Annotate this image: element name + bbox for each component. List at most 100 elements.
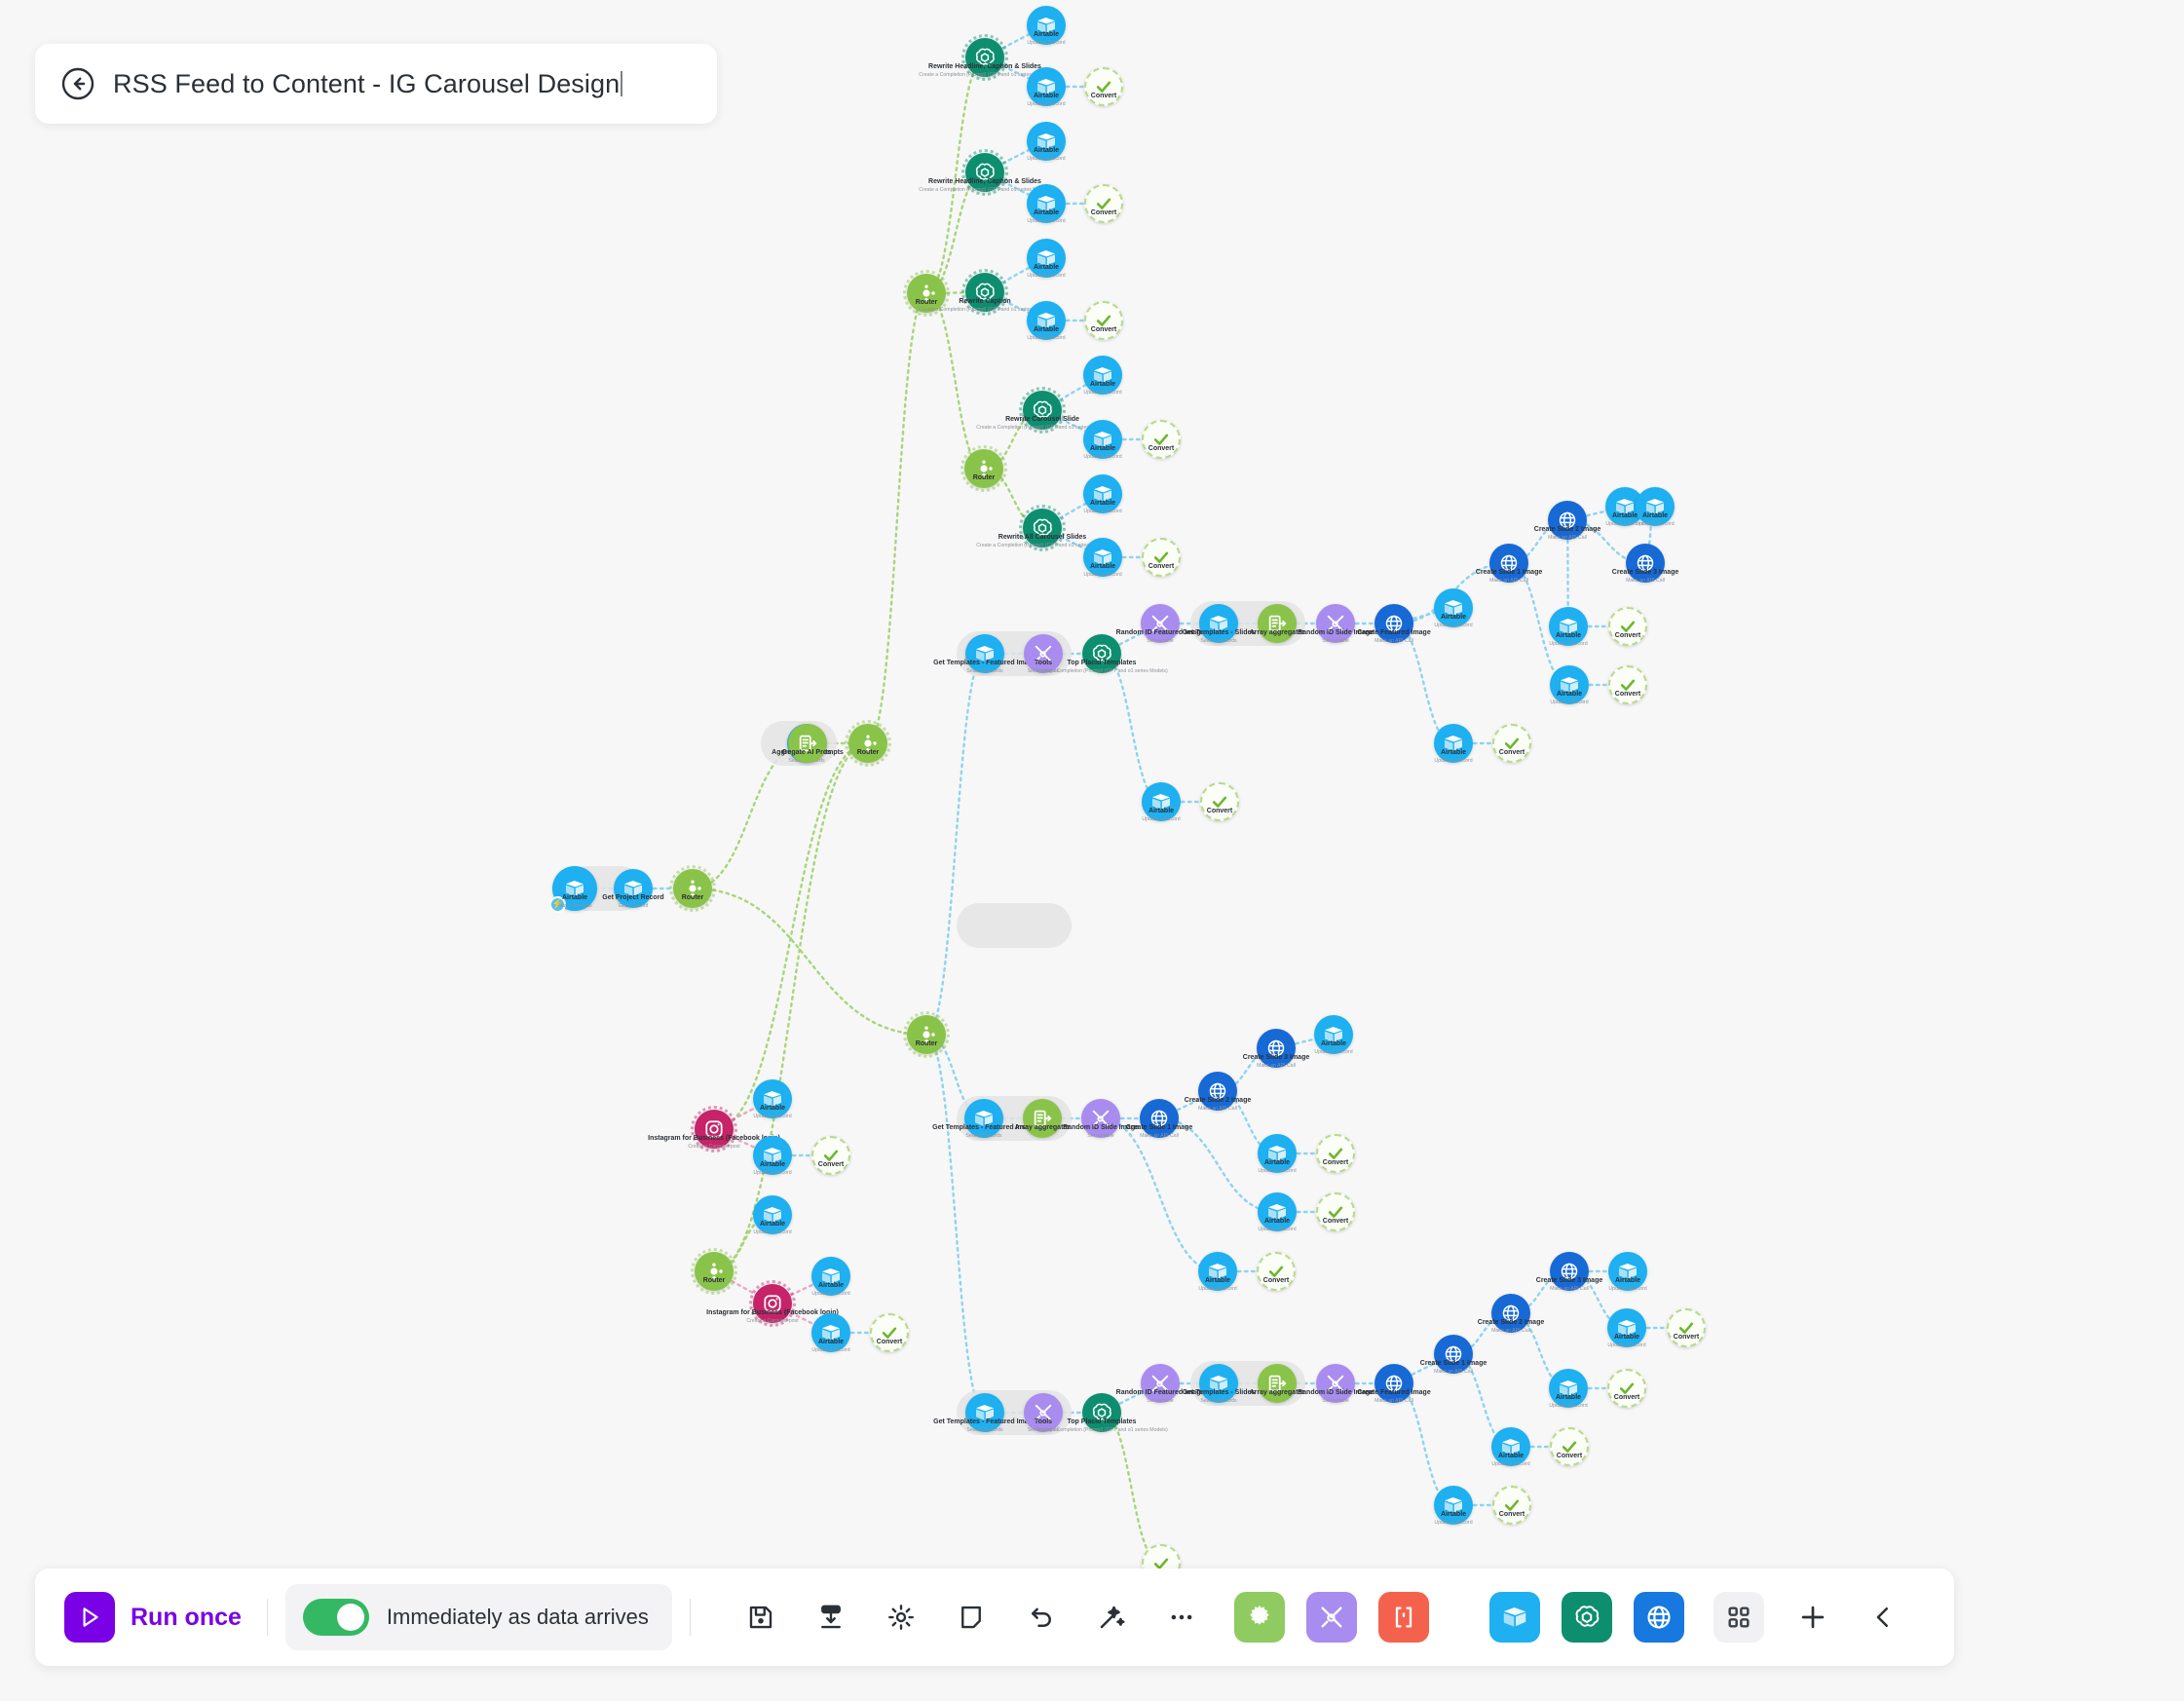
workflow-node-airtable[interactable]: Airtable Update a Record bbox=[1607, 1308, 1646, 1348]
workflow-node-globe[interactable]: Create Slide 1 Image Make an API Call bbox=[1420, 1335, 1487, 1375]
schedule-toggle[interactable]: Immediately as data arrives bbox=[284, 1584, 672, 1650]
workflow-node-airtable[interactable]: Get Templates - Featured Image Search Rec… bbox=[933, 634, 1036, 674]
workflow-node-aggregator[interactable]: Array aggregator bbox=[1250, 1364, 1304, 1403]
workflow-node-router[interactable]: Router bbox=[903, 270, 950, 317]
aggregator-icon[interactable] bbox=[1023, 1099, 1062, 1138]
workflow-node-instagram[interactable]: Instagram for Business (Facebook login) C… bbox=[648, 1106, 780, 1153]
workflow-node-airtable[interactable]: Get Templates - Slides Search Records bbox=[1183, 1364, 1255, 1404]
globe-icon[interactable] bbox=[1374, 1364, 1413, 1403]
workflow-node-airtable[interactable]: Airtable Update a Record bbox=[753, 1079, 792, 1119]
tools-icon[interactable] bbox=[1141, 604, 1180, 643]
workflow-node-airtable[interactable]: Airtable Update a Record bbox=[811, 1313, 850, 1353]
tools-icon[interactable] bbox=[1081, 1099, 1120, 1138]
router-icon[interactable] bbox=[903, 270, 950, 317]
convert-icon[interactable] bbox=[870, 1313, 909, 1352]
workflow-node-openai[interactable]: Top Placid Templates Create a Completion … bbox=[1036, 634, 1168, 674]
globe-icon[interactable] bbox=[1140, 1099, 1179, 1138]
tools-icon[interactable] bbox=[1024, 1393, 1063, 1432]
workflow-node-convert[interactable]: Convert bbox=[1492, 1486, 1531, 1525]
app-code-icon[interactable] bbox=[1377, 1592, 1429, 1643]
convert-icon[interactable] bbox=[1200, 782, 1239, 821]
workflow-node-convert[interactable]: Convert bbox=[1667, 1308, 1706, 1347]
tools-icon[interactable] bbox=[1316, 1364, 1355, 1403]
airtable-icon[interactable] bbox=[1027, 6, 1066, 45]
save-icon[interactable] bbox=[741, 1598, 780, 1637]
workflow-node-globe[interactable]: Create Featured Image Make an API Call bbox=[1357, 1364, 1431, 1404]
workflow-node-instagram[interactable]: Instagram for Business (Facebook login) C… bbox=[706, 1280, 839, 1327]
schedule-switch[interactable] bbox=[302, 1599, 369, 1636]
undo-icon[interactable] bbox=[1022, 1598, 1061, 1637]
airtable-icon[interactable] bbox=[1083, 356, 1122, 395]
globe-icon[interactable] bbox=[1489, 544, 1528, 583]
airtable-icon[interactable] bbox=[753, 1079, 792, 1118]
workflow-node-convert[interactable]: Convert bbox=[1607, 1369, 1646, 1408]
workflow-node-airtable[interactable]: Airtable Update a Record bbox=[1198, 1252, 1237, 1292]
convert-icon[interactable] bbox=[1492, 1486, 1531, 1525]
workflow-node-globe[interactable]: Create Slide 3 Image Make an API Call bbox=[1536, 1252, 1602, 1292]
convert-icon[interactable] bbox=[1316, 1192, 1355, 1231]
airtable-icon[interactable] bbox=[1142, 782, 1181, 821]
router-icon[interactable] bbox=[845, 720, 891, 767]
convert-icon[interactable] bbox=[1550, 1427, 1589, 1466]
airtable-icon[interactable] bbox=[1027, 301, 1066, 340]
airtable-icon[interactable] bbox=[1027, 122, 1066, 161]
workflow-node-convert[interactable]: Convert bbox=[870, 1313, 909, 1352]
workflow-node-airtable[interactable]: Airtable Update a Record bbox=[1549, 1369, 1588, 1409]
openai-icon[interactable] bbox=[1082, 1393, 1121, 1432]
airtable-icon[interactable] bbox=[811, 1313, 850, 1352]
airtable-icon[interactable] bbox=[1258, 1192, 1297, 1231]
workflow-node-convert[interactable]: Convert bbox=[1142, 420, 1181, 459]
app-gear-icon[interactable] bbox=[1233, 1592, 1285, 1643]
workflow-node-airtable[interactable]: Airtable Update a Record bbox=[1491, 1427, 1530, 1467]
airtable-icon[interactable]: ⚡ bbox=[549, 866, 597, 913]
convert-icon[interactable] bbox=[1084, 67, 1123, 106]
airtable-icon[interactable] bbox=[1491, 1427, 1530, 1466]
workflow-node-airtable[interactable]: Get Project Record Get a Record bbox=[602, 869, 664, 909]
openai-icon[interactable] bbox=[961, 149, 1008, 196]
router-icon[interactable] bbox=[669, 865, 716, 912]
workflow-node-airtable[interactable]: Get Templates - Featured Image Search Rec… bbox=[932, 1099, 1036, 1139]
globe-icon[interactable] bbox=[1257, 1029, 1296, 1068]
globe-icon[interactable] bbox=[1548, 501, 1587, 540]
tools-icon[interactable] bbox=[1141, 1364, 1180, 1403]
workflow-node-convert[interactable]: Convert bbox=[1316, 1134, 1355, 1173]
workflow-node-globe[interactable]: Create Featured Image Make an API Call bbox=[1357, 604, 1431, 644]
airtable-icon[interactable] bbox=[811, 1257, 850, 1296]
app-airtable-icon[interactable] bbox=[1488, 1592, 1540, 1643]
workflow-node-openai[interactable]: Rewrite All Carousel Slides Create a Comp… bbox=[976, 505, 1109, 551]
convert-icon[interactable] bbox=[1084, 184, 1123, 223]
convert-icon[interactable] bbox=[1142, 420, 1181, 459]
airtable-icon[interactable] bbox=[1083, 538, 1122, 577]
airtable-icon[interactable] bbox=[753, 1195, 792, 1234]
workflow-node-airtable[interactable]: Airtable Update a Record bbox=[1434, 1486, 1473, 1526]
workflow-node-airtable[interactable]: Airtable Update a Record bbox=[1027, 184, 1066, 224]
workflow-node-airtable[interactable]: Airtable Update a Record bbox=[1027, 67, 1066, 107]
convert-icon[interactable] bbox=[1608, 607, 1647, 646]
workflow-node-router[interactable]: Router bbox=[691, 1248, 737, 1295]
aggregator-icon[interactable] bbox=[1258, 1364, 1297, 1403]
workflow-node-globe[interactable]: Create Slide 2 Image Make an API Call bbox=[1185, 1072, 1251, 1112]
airtable-icon[interactable] bbox=[1199, 1364, 1238, 1403]
openai-icon[interactable] bbox=[1019, 387, 1066, 434]
back-icon[interactable] bbox=[60, 66, 95, 101]
airtable-icon[interactable] bbox=[964, 1099, 1003, 1138]
airtable-icon[interactable] bbox=[1314, 1015, 1353, 1054]
airtable-icon[interactable] bbox=[1549, 1369, 1588, 1408]
convert-icon[interactable] bbox=[1142, 538, 1181, 577]
airtable-icon[interactable] bbox=[1083, 420, 1122, 459]
airtable-icon[interactable] bbox=[1607, 1308, 1646, 1347]
workflow-node-airtable[interactable]: Airtable Update a Record bbox=[1549, 607, 1588, 647]
tools-icon[interactable] bbox=[1316, 604, 1355, 643]
workflow-node-airtable[interactable]: Airtable Update a Record bbox=[753, 1136, 792, 1176]
workflow-node-airtable[interactable]: Airtable Update a Record bbox=[1258, 1134, 1297, 1174]
workflow-node-openai[interactable]: Top Placid Templates Create a Completion … bbox=[1036, 1393, 1168, 1433]
convert-icon[interactable] bbox=[1492, 724, 1531, 763]
airtable-icon[interactable] bbox=[1608, 1252, 1647, 1291]
workflow-node-convert[interactable]: Convert bbox=[1316, 1192, 1355, 1231]
app-openai-icon[interactable] bbox=[1561, 1592, 1612, 1643]
airtable-icon[interactable] bbox=[1434, 724, 1473, 763]
workflow-node-airtable[interactable]: Airtable Update a Record bbox=[1608, 1252, 1647, 1292]
workflow-node-globe[interactable]: Create Slide 1 Image Make an API Call bbox=[1126, 1099, 1192, 1139]
tools-icon[interactable] bbox=[1024, 634, 1063, 673]
workflow-node-convert[interactable]: Convert bbox=[1142, 538, 1181, 577]
